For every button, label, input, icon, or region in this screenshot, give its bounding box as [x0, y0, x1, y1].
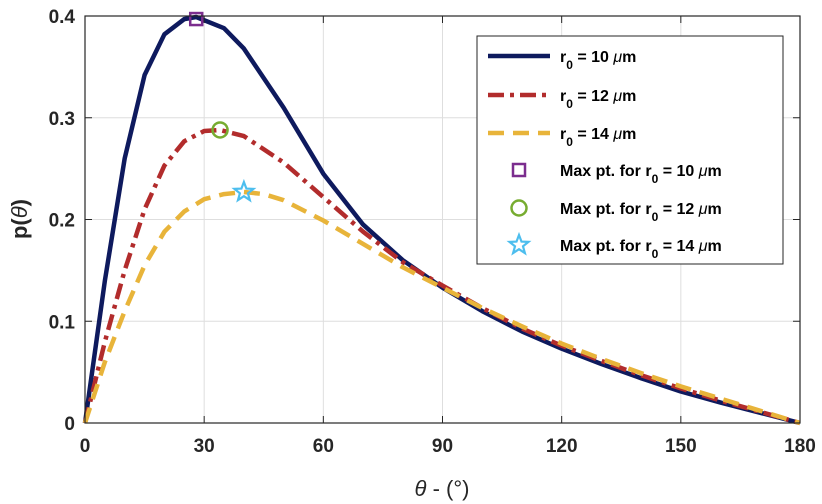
legend-label-6: Max pt. for r0 = 14 μm	[560, 238, 722, 261]
x-tick-label: 90	[432, 436, 453, 457]
series-line-3	[82, 189, 801, 426]
x-tick-label: 30	[194, 436, 215, 457]
max-point-marker-3	[231, 178, 257, 203]
x-tick-label: 120	[546, 436, 578, 457]
x-tick-label: 60	[313, 436, 334, 457]
legend-label-1: r0 = 10 μm	[560, 49, 636, 72]
series-layer	[82, 14, 801, 426]
legend-marker-3	[506, 231, 532, 256]
legend-label-3: r0 = 14 μm	[560, 126, 636, 149]
x-tick-label: 150	[665, 436, 697, 457]
x-tick-label: 180	[784, 436, 816, 457]
ticks-layer	[84, 15, 801, 424]
max-point-marker-1	[188, 11, 204, 27]
series-line-1	[82, 14, 801, 426]
legend-box	[476, 35, 784, 265]
legend: r0 = 10 μm r0 = 12 μm r0 = 14 μm Max pt. fo…	[476, 35, 784, 265]
legend-label-4: Max pt. for r0 = 10 μm	[560, 163, 722, 186]
markers-layer	[188, 11, 257, 203]
y-tick-label: 0.3	[49, 109, 75, 130]
legend-marker-1	[511, 162, 527, 178]
legend-marker-2	[510, 199, 528, 217]
max-point-marker-2	[211, 121, 229, 139]
x-axis-label: θ - (°)	[415, 476, 470, 501]
x-tick-labels: 0 30 60 90 120 150 180	[80, 436, 816, 457]
y-tick-label: 0.4	[49, 7, 76, 28]
y-tick-label: 0.1	[49, 312, 76, 333]
legend-label-2: r0 = 12 μm	[560, 88, 636, 111]
x-tick-label: 0	[80, 436, 91, 457]
y-tick-label: 0.2	[49, 211, 75, 232]
legend-label-5: Max pt. for r0 = 12 μm	[560, 201, 722, 224]
y-tick-labels: 0 0.1 0.2 0.3 0.4	[49, 7, 76, 435]
y-tick-label: 0	[64, 414, 75, 435]
y-axis-label: p(θ)	[7, 199, 32, 239]
